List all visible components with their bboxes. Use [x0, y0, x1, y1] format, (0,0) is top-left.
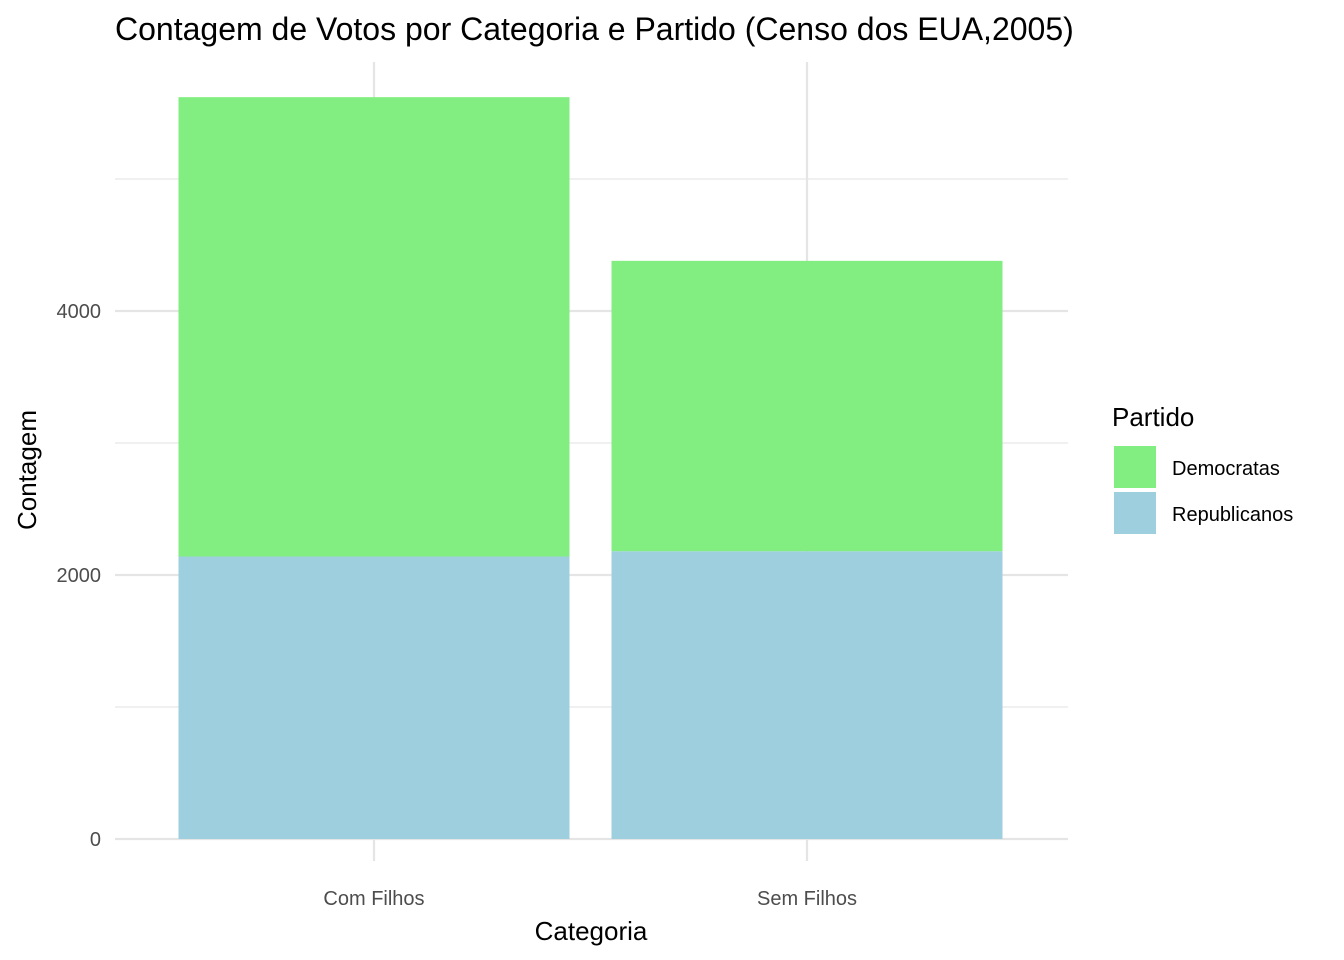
- x-axis-ticks: Com Filhos Sem Filhos: [323, 888, 857, 910]
- bars: [178, 97, 1003, 839]
- legend-title: Partido: [1112, 402, 1194, 432]
- bar-republicanos-sem-filhos: [611, 551, 1003, 839]
- legend: Partido Democratas Republicanos: [1112, 402, 1293, 534]
- x-axis-title: Categoria: [535, 916, 648, 946]
- y-axis-title: Contagem: [12, 410, 42, 530]
- bar-democratas-com-filhos: [178, 97, 570, 557]
- y-tick-label: 0: [90, 829, 101, 851]
- bar-democratas-sem-filhos: [611, 260, 1003, 552]
- legend-label-republicanos: Republicanos: [1172, 504, 1293, 526]
- legend-swatch-republicanos: [1114, 492, 1156, 534]
- legend-label-democratas: Democratas: [1172, 458, 1280, 480]
- x-tick-label: Sem Filhos: [757, 888, 857, 910]
- chart-title: Contagem de Votos por Categoria e Partid…: [115, 11, 1074, 47]
- y-tick-label: 2000: [57, 565, 102, 587]
- legend-swatch-democratas: [1114, 446, 1156, 488]
- y-axis-ticks: 0 2000 4000: [57, 301, 102, 851]
- y-tick-label: 4000: [57, 301, 102, 323]
- bar-republicanos-com-filhos: [178, 556, 570, 839]
- x-tick-label: Com Filhos: [323, 888, 424, 910]
